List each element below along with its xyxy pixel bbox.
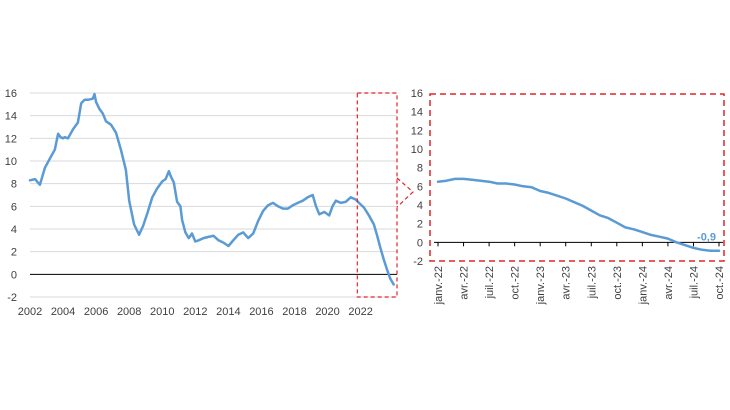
right-y-tick-label: 10 <box>411 144 423 156</box>
right-x-tick-label: oct.-22 <box>510 266 522 300</box>
left-y-tick-label: 8 <box>11 179 17 191</box>
right-series-line <box>436 177 721 252</box>
right-zoom-chart: -2 0 2 4 6 8 10 12 14 16 janv.-22 avr.-22 juil.-22 oc… <box>411 88 726 305</box>
right-y-tick-label: 6 <box>417 181 423 193</box>
right-x-tick-label: juil.-24 <box>688 266 700 299</box>
zoom-frame <box>429 93 725 262</box>
data-label-last: -0,9 <box>697 232 716 244</box>
left-x-tick-label: 2010 <box>150 306 174 318</box>
right-x-tick-label: janv.-22 <box>433 266 445 305</box>
right-y-tick-label: 8 <box>417 163 423 175</box>
left-x-tick-label: 2014 <box>216 306 240 318</box>
highlight-box <box>356 92 398 298</box>
right-x-tick-label: oct.-23 <box>612 266 624 300</box>
right-y-tick-label: 14 <box>411 107 423 119</box>
left-x-tick-label: 2018 <box>282 306 306 318</box>
right-y-tick-label: 16 <box>411 88 423 100</box>
left-x-tick-label: 2002 <box>18 306 42 318</box>
left-x-tick-label: 2012 <box>183 306 207 318</box>
left-x-tick-label: 2016 <box>249 306 273 318</box>
right-y-tick-label: 12 <box>411 125 423 137</box>
right-y-tick-label: -2 <box>413 256 423 268</box>
left-y-tick-label: 10 <box>5 156 17 168</box>
left-y-tick-label: 12 <box>5 133 17 145</box>
left-y-tick-label: -2 <box>7 292 17 304</box>
left-y-tick-label: 4 <box>11 224 17 236</box>
left-line-chart: -2 0 2 4 6 8 10 12 14 16 2002 2004 2006 2008 2010 2012 2… <box>5 88 398 318</box>
right-x-tick-label: avr.-23 <box>561 266 573 300</box>
right-y-tick-label: 2 <box>417 219 423 231</box>
left-x-tick-label: 2006 <box>84 306 108 318</box>
left-series-line <box>28 92 395 286</box>
right-x-tick-label: janv.-24 <box>637 266 649 305</box>
connector-chevron <box>396 177 414 208</box>
left-x-tick-label: 2008 <box>117 306 141 318</box>
zoom-connector <box>396 177 414 208</box>
left-y-tick-label: 14 <box>5 111 17 123</box>
left-x-tick-label: 2022 <box>348 306 372 318</box>
left-y-tick-label: 2 <box>11 247 17 259</box>
right-x-tick-label: juil.-22 <box>484 266 496 299</box>
left-y-tick-label: 6 <box>11 201 17 213</box>
right-x-tick-label: avr.-24 <box>663 266 675 300</box>
right-x-tick-label: juil.-23 <box>586 266 598 299</box>
left-y-tick-label: 0 <box>11 269 17 281</box>
right-y-tick-label: 0 <box>417 237 423 249</box>
right-x-tick-label: oct.-24 <box>714 266 726 300</box>
right-x-tick-label: janv.-23 <box>535 266 547 305</box>
right-x-tick-label: avr.-22 <box>459 266 471 300</box>
left-x-tick-label: 2004 <box>51 306 75 318</box>
right-y-tick-label: 4 <box>417 200 423 212</box>
left-y-tick-label: 16 <box>5 88 17 100</box>
left-x-tick-label: 2020 <box>315 306 339 318</box>
